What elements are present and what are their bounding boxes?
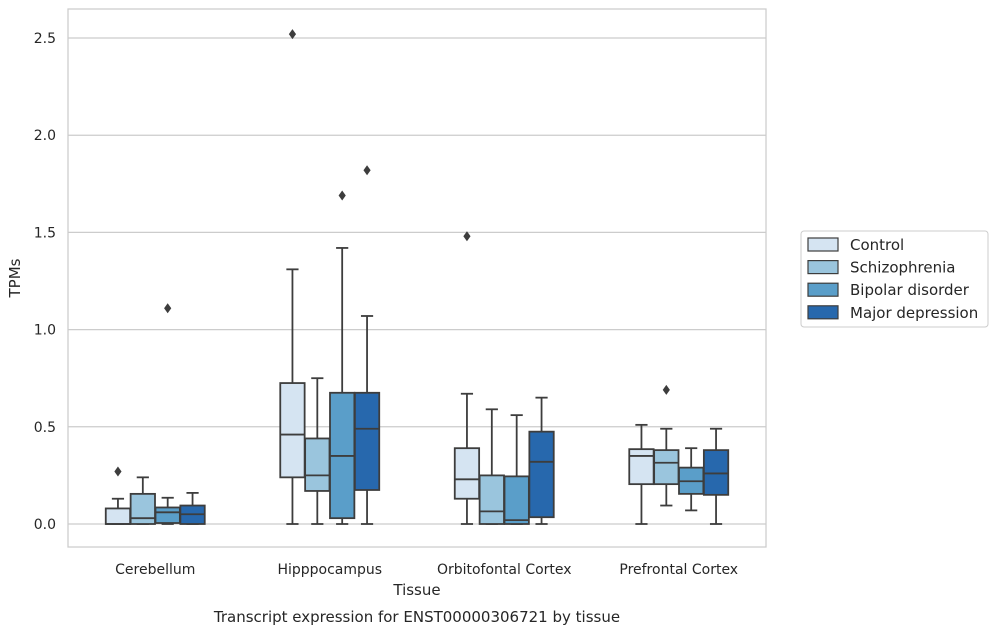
y-tick-label: 1.5: [34, 225, 56, 241]
box-body: [304, 437, 331, 492]
x-axis-title: Tissue: [392, 581, 440, 599]
box-schizophrenia: [129, 476, 156, 525]
y-tick-labels: 0.0 0.5 1.0 1.5 2.0 2.5: [34, 31, 56, 533]
box-control: [104, 466, 132, 525]
box-schizophrenia: [478, 408, 505, 525]
y-axis-title: TPMs: [6, 258, 24, 298]
x-tick-label: Prefrontal Cortex: [619, 562, 738, 578]
box-control: [453, 231, 481, 525]
legend-label: Bipolar disorder: [850, 281, 970, 299]
legend-items: Control Schizophrenia Bipolar disorder Majo…: [807, 236, 978, 322]
box-bipolar-disorder: [329, 190, 356, 525]
outlier-point: [288, 29, 297, 40]
box-major-depression: [179, 491, 206, 525]
box-body: [129, 492, 156, 525]
legend-swatch: [807, 282, 839, 297]
x-tick-label: Cerebellum: [115, 562, 195, 578]
box-body: [702, 449, 730, 496]
legend-frame: [800, 230, 989, 328]
box-bipolar-disorder: [154, 303, 181, 525]
outlier-point: [338, 190, 346, 201]
outlier-point: [662, 384, 670, 395]
box-body: [653, 449, 680, 486]
box-body: [503, 475, 530, 525]
y-tick-label: 2.5: [34, 31, 56, 47]
outlier-point: [463, 231, 471, 242]
x-tick-labels: Cerebellum Hipppocampus Orbitofontal Corte…: [115, 562, 738, 578]
box-major-depression: [702, 427, 730, 525]
box-body: [628, 448, 655, 486]
box-control: [279, 29, 306, 525]
legend-swatch: [807, 260, 839, 275]
legend-swatch: [807, 237, 839, 252]
y-tick-label: 2.0: [34, 128, 56, 144]
box-body: [353, 391, 381, 491]
box-major-depression: [528, 396, 555, 525]
box-major-depression: [353, 165, 381, 525]
box-schizophrenia: [653, 384, 680, 507]
box-body: [104, 507, 132, 525]
outlier-point: [114, 466, 122, 477]
x-tick-label: Hipppocampus: [277, 562, 382, 578]
outlier-point: [363, 165, 371, 176]
box-body: [279, 382, 306, 479]
y-tick-label: 0.0: [34, 517, 56, 533]
box-control: [628, 423, 655, 525]
gridlines: [68, 37, 766, 525]
y-tick-label: 0.5: [34, 420, 56, 436]
legend-label: Major depression: [850, 304, 978, 322]
box-series: [104, 29, 730, 525]
box-body: [154, 506, 181, 524]
box-bipolar-disorder: [503, 414, 530, 525]
legend-swatch: [807, 305, 839, 320]
x-tick-label: Orbitofontal Cortex: [437, 562, 572, 578]
legend: Control Schizophrenia Bipolar disorder Majo…: [800, 230, 989, 328]
box-schizophrenia: [304, 377, 331, 525]
legend-label: Schizophrenia: [850, 259, 955, 277]
box-body: [528, 430, 555, 519]
box-body: [453, 447, 481, 500]
box-bipolar-disorder: [678, 447, 705, 512]
box-body: [478, 474, 505, 525]
outlier-point: [164, 303, 172, 314]
chart-caption: Transcript expression for ENST0000030672…: [213, 608, 620, 626]
y-tick-label: 1.0: [34, 323, 56, 339]
legend-label: Control: [850, 236, 904, 254]
plot-area-frame: [67, 8, 767, 548]
